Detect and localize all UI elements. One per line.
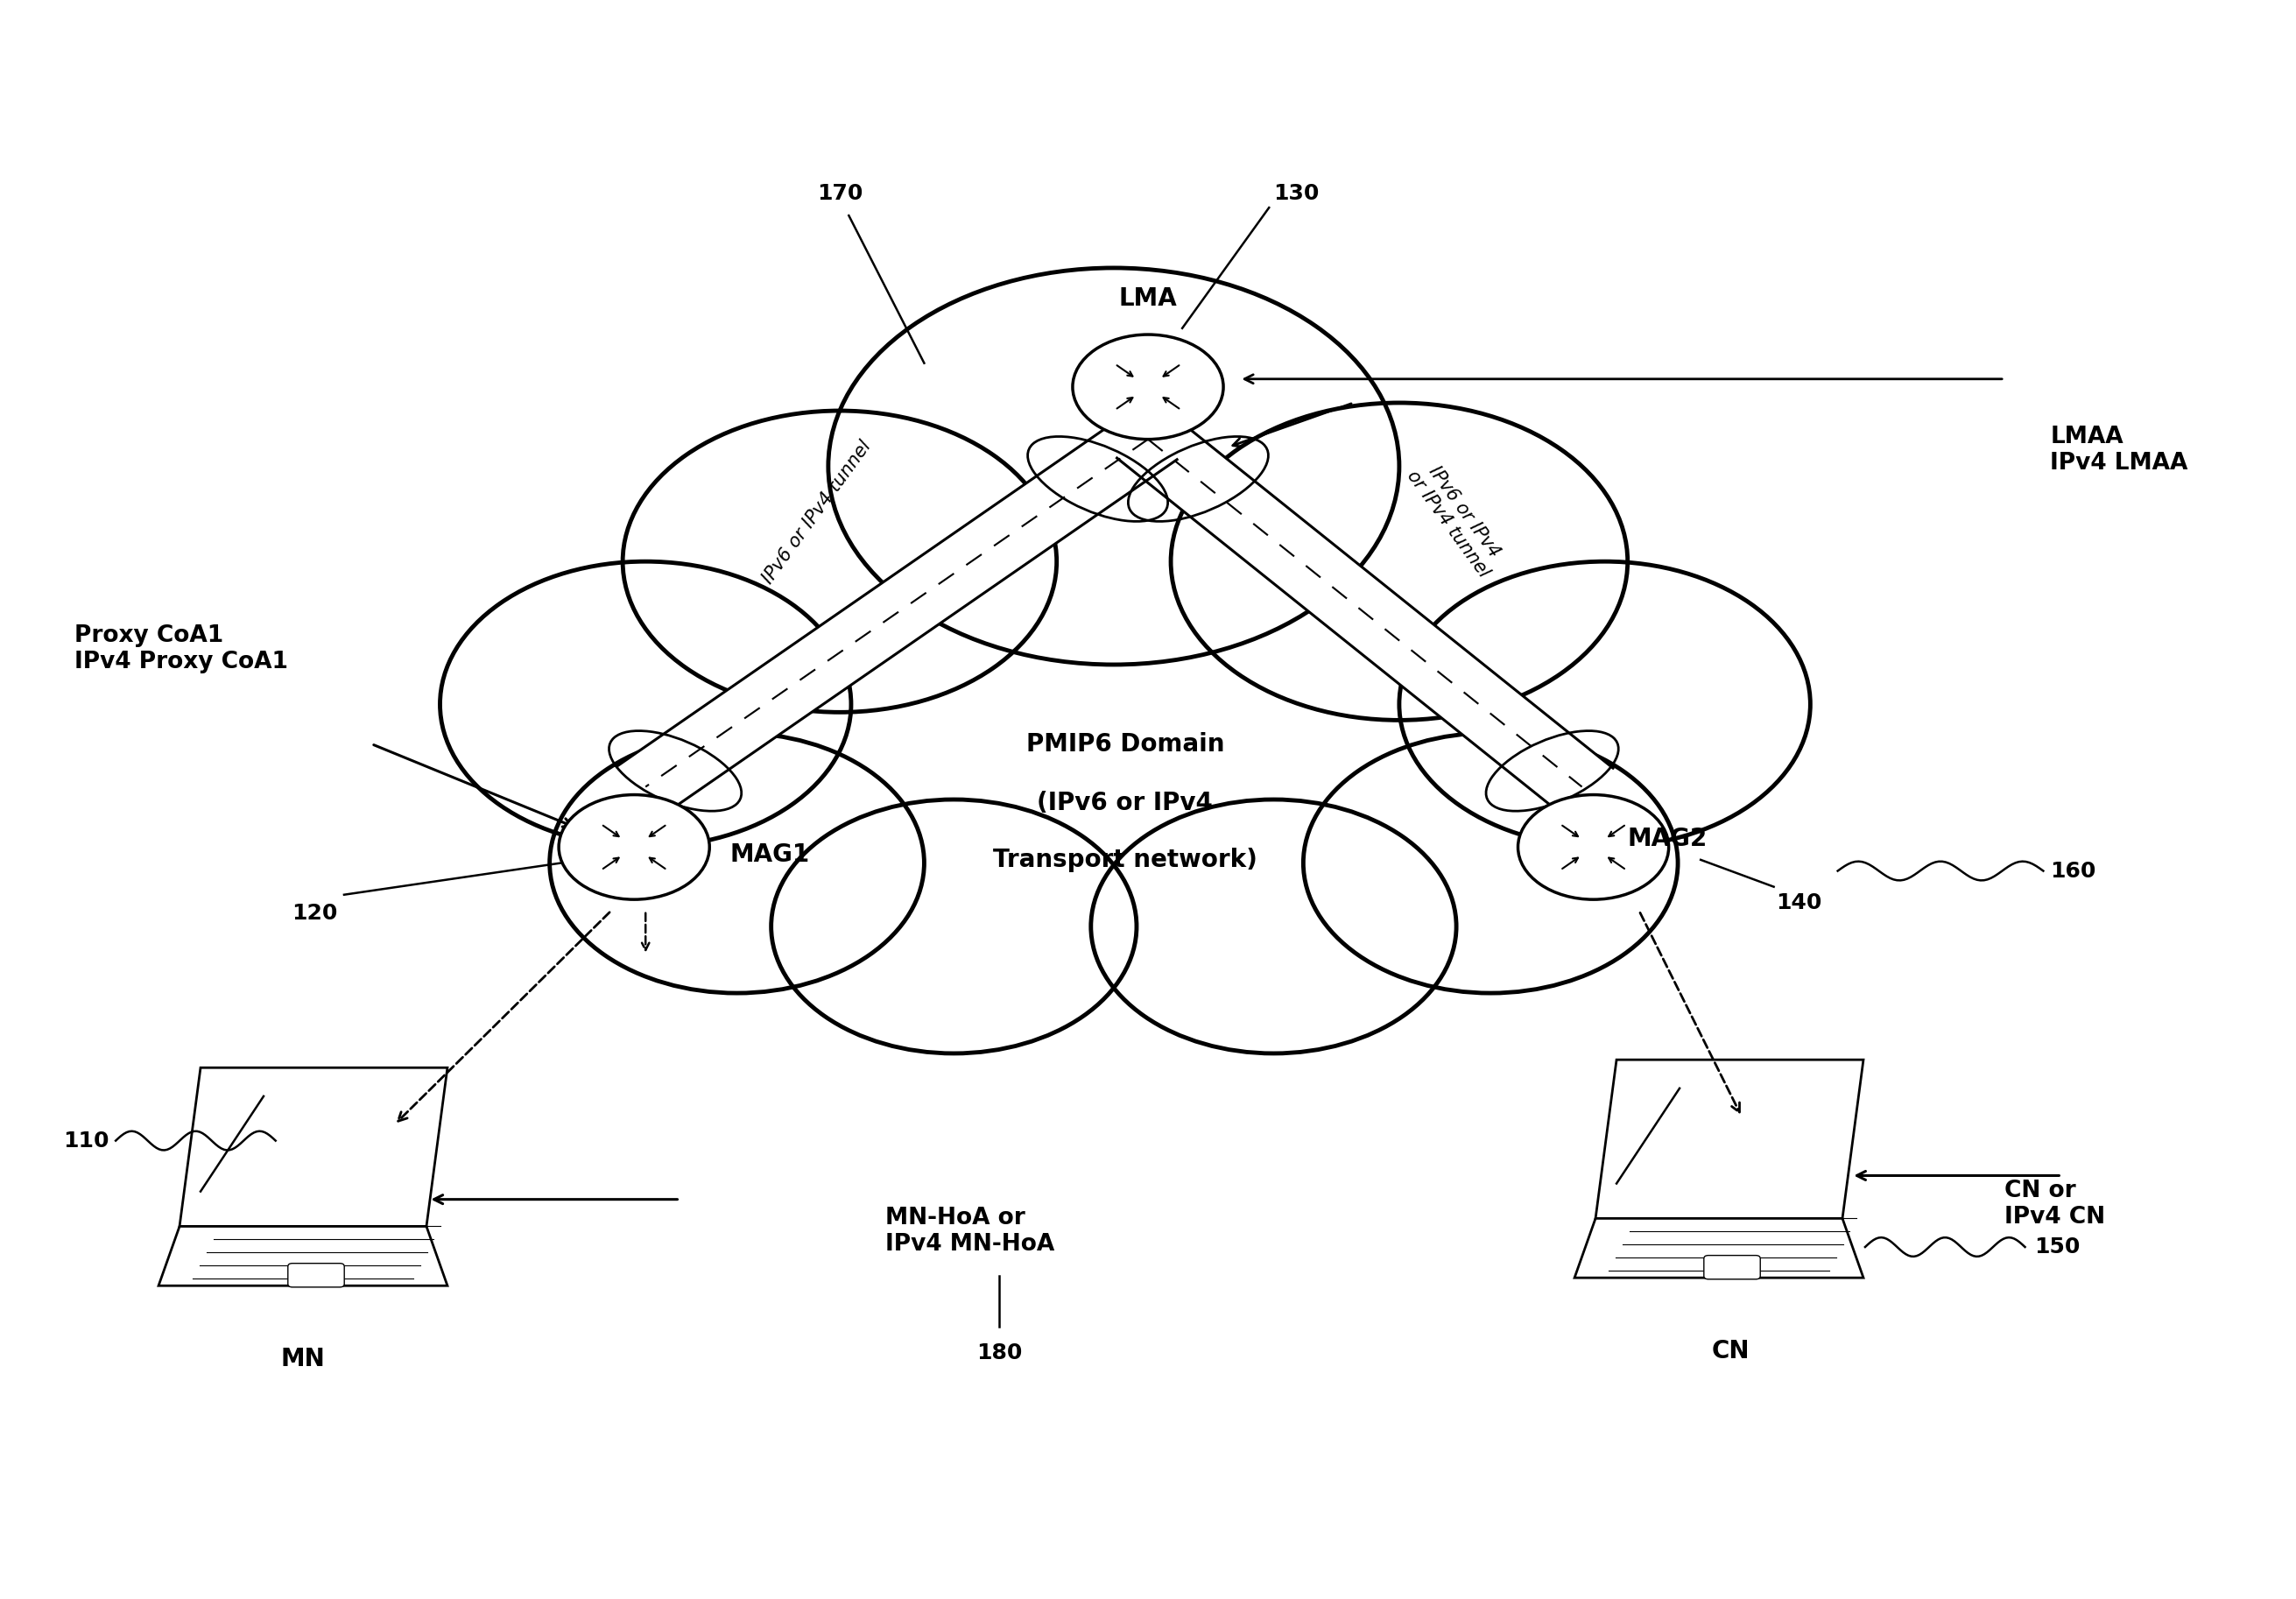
Circle shape [622, 411, 1056, 712]
Polygon shape [1596, 1060, 1864, 1218]
Circle shape [760, 371, 1467, 863]
Circle shape [794, 331, 1205, 617]
Circle shape [1171, 403, 1628, 720]
Text: LMA: LMA [1118, 286, 1178, 310]
Text: 140: 140 [1777, 892, 1823, 913]
Text: MN: MN [280, 1346, 326, 1372]
Text: Transport network): Transport network) [992, 847, 1258, 871]
Text: MN-HoA or
IPv4 MN-HoA: MN-HoA or IPv4 MN-HoA [886, 1207, 1054, 1255]
Circle shape [1518, 795, 1669, 900]
Text: LMAA
IPv4 LMAA: LMAA IPv4 LMAA [2050, 425, 2188, 475]
Circle shape [1304, 732, 1678, 993]
Text: Proxy CoA1
IPv4 Proxy CoA1: Proxy CoA1 IPv4 Proxy CoA1 [73, 624, 289, 673]
FancyBboxPatch shape [1704, 1255, 1761, 1279]
Text: 160: 160 [2050, 860, 2096, 881]
Circle shape [576, 529, 1148, 926]
Text: 180: 180 [976, 1342, 1022, 1364]
Circle shape [863, 649, 1364, 998]
Polygon shape [618, 419, 1178, 807]
Text: 110: 110 [62, 1130, 108, 1151]
Text: MAG1: MAG1 [730, 843, 810, 867]
Polygon shape [158, 1226, 448, 1286]
Text: CN: CN [1711, 1338, 1750, 1364]
Circle shape [1072, 334, 1224, 440]
Text: MAG2: MAG2 [1628, 827, 1708, 851]
FancyBboxPatch shape [287, 1263, 344, 1287]
Text: (IPv6 or IPv4: (IPv6 or IPv4 [1038, 790, 1212, 815]
Text: CN or
IPv4 CN: CN or IPv4 CN [2004, 1180, 2105, 1228]
Polygon shape [1575, 1218, 1864, 1278]
Circle shape [441, 561, 852, 847]
Circle shape [771, 800, 1137, 1054]
Polygon shape [1116, 421, 1614, 806]
Text: PMIP6 Domain: PMIP6 Domain [1026, 732, 1224, 756]
Circle shape [1079, 529, 1651, 926]
Text: 170: 170 [817, 184, 863, 205]
Text: 150: 150 [2034, 1236, 2080, 1257]
Polygon shape [179, 1068, 448, 1226]
Circle shape [1091, 800, 1456, 1054]
Text: 120: 120 [292, 903, 338, 924]
Circle shape [549, 732, 925, 993]
Text: 130: 130 [1274, 184, 1320, 205]
Text: IPv6 or IPv4 tunnel: IPv6 or IPv4 tunnel [760, 438, 875, 587]
Text: IPv6 or IPv4
or IPv4 tunnel: IPv6 or IPv4 or IPv4 tunnel [1403, 456, 1508, 580]
Circle shape [829, 269, 1398, 665]
Circle shape [558, 795, 709, 900]
Circle shape [1398, 561, 1809, 847]
